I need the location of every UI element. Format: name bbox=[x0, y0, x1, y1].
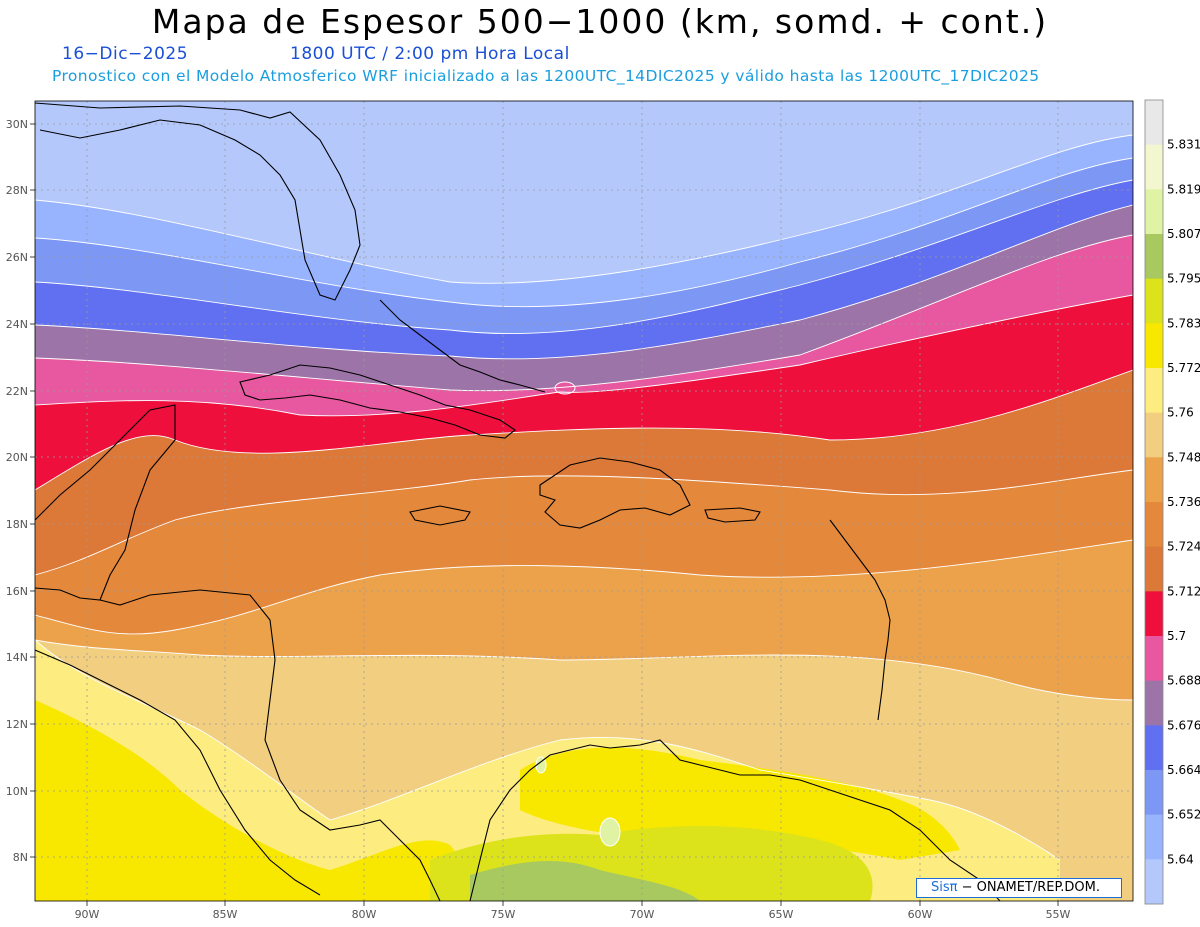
lat-label: 30N bbox=[6, 118, 28, 131]
colorbar: 5.831 5.819 5.807 5.795 5.783 5.772 5.76 5.748 5… bbox=[1144, 99, 1200, 905]
lon-label: 75W bbox=[491, 908, 516, 921]
lon-label: 80W bbox=[352, 908, 377, 921]
colorbar-swatch bbox=[1145, 502, 1163, 548]
colorbar-swatch bbox=[1145, 323, 1163, 369]
lat-label: 28N bbox=[6, 184, 28, 197]
brand-logo-text: Sisπ bbox=[931, 880, 958, 895]
lon-label: 85W bbox=[213, 908, 238, 921]
colorbar-swatch bbox=[1145, 725, 1163, 771]
colorbar-level-label: 5.712 bbox=[1167, 584, 1200, 598]
colorbar-level-label: 5.664 bbox=[1167, 763, 1200, 777]
colorbar-swatch bbox=[1145, 412, 1163, 458]
credit-box: Sisπ − ONAMET/REP.DOM. bbox=[916, 878, 1122, 898]
lat-label: 20N bbox=[6, 451, 28, 464]
lat-label: 14N bbox=[6, 651, 28, 664]
axis-labels: 90W 85W 80W 75W 70W 65W 60W 55W 30N 28N 26N 24N 22N 2… bbox=[6, 118, 1071, 921]
forecast-time: 1800 UTC / 2:00 pm Hora Local bbox=[290, 44, 570, 64]
central-america-coast bbox=[99, 589, 441, 901]
filled-contours bbox=[35, 101, 1133, 901]
lon-label: 70W bbox=[630, 908, 655, 921]
lat-label: 12N bbox=[6, 718, 28, 731]
lesser-antilles bbox=[829, 519, 891, 721]
jamaica bbox=[409, 505, 471, 526]
forecast-description: Pronostico con el Modelo Atmosferico WRF… bbox=[52, 67, 1040, 85]
lat-label: 26N bbox=[6, 251, 28, 264]
colorbar-level-label: 5.795 bbox=[1167, 272, 1200, 286]
colorbar-level-label: 5.748 bbox=[1167, 450, 1200, 464]
forecast-date: 16−Dic−2025 bbox=[62, 44, 189, 64]
colorbar-level-label: 5.783 bbox=[1167, 316, 1200, 330]
colorbar-swatch bbox=[1145, 100, 1163, 146]
florida-coast bbox=[35, 102, 361, 301]
colorbar-swatch bbox=[1145, 144, 1163, 190]
colorbar-level-label: 5.831 bbox=[1167, 138, 1200, 152]
colorbar-level-label: 5.807 bbox=[1167, 227, 1200, 241]
colorbar-swatch bbox=[1145, 457, 1163, 503]
puerto-rico bbox=[704, 507, 761, 523]
south-america-coast bbox=[469, 739, 1001, 901]
plot-frame bbox=[34, 100, 1134, 902]
colorbar-level-label: 5.652 bbox=[1167, 808, 1200, 822]
colorbar-level-label: 5.676 bbox=[1167, 718, 1200, 732]
contour-lines bbox=[35, 134, 1133, 861]
colorbar-swatch bbox=[1145, 814, 1163, 860]
colorbar-swatch bbox=[1145, 368, 1163, 414]
lat-label: 10N bbox=[6, 785, 28, 798]
colorbar-swatch bbox=[1145, 680, 1163, 726]
colorbar-level-label: 5.724 bbox=[1167, 540, 1200, 554]
bahamas bbox=[379, 299, 546, 393]
lon-label: 55W bbox=[1046, 908, 1071, 921]
colorbar-level-label: 5.736 bbox=[1167, 495, 1200, 509]
map-title: Mapa de Espesor 500−1000 (km, somd. + co… bbox=[151, 2, 1049, 41]
band-5.831 bbox=[599, 817, 621, 847]
colorbar-level-label: 5.76 bbox=[1167, 406, 1194, 420]
colorbar-level-label: 5.819 bbox=[1167, 182, 1200, 196]
band-5.795 bbox=[35, 700, 480, 901]
colorbar-swatch bbox=[1145, 234, 1163, 280]
graticule bbox=[35, 101, 1133, 901]
lon-label: 60W bbox=[908, 908, 933, 921]
colorbar-level-label: 5.772 bbox=[1167, 361, 1200, 375]
colorbar-swatch bbox=[1145, 591, 1163, 637]
lat-label: 22N bbox=[6, 385, 28, 398]
lon-label: 90W bbox=[75, 908, 100, 921]
colorbar-level-label: 5.64 bbox=[1167, 852, 1194, 866]
colorbar-level-label: 5.688 bbox=[1167, 674, 1200, 688]
hispaniola bbox=[539, 457, 691, 529]
lat-label: 24N bbox=[6, 318, 28, 331]
lat-label: 18N bbox=[6, 518, 28, 531]
colorbar-level-label: 5.7 bbox=[1167, 629, 1186, 643]
yucatan bbox=[35, 404, 176, 601]
colorbar-swatch bbox=[1145, 278, 1163, 324]
lon-label: 65W bbox=[769, 908, 794, 921]
cuba bbox=[239, 364, 516, 439]
band-5.819 bbox=[470, 860, 700, 901]
coastlines bbox=[35, 102, 1001, 901]
credit-text: − ONAMET/REP.DOM. bbox=[957, 880, 1101, 895]
colorbar-swatch bbox=[1145, 636, 1163, 682]
lat-label: 8N bbox=[13, 851, 28, 864]
colorbar-swatch bbox=[1145, 859, 1163, 905]
lat-label: 16N bbox=[6, 585, 28, 598]
pacific-coast bbox=[35, 649, 321, 896]
colorbar-swatch bbox=[1145, 546, 1163, 592]
colorbar-swatch bbox=[1145, 189, 1163, 235]
colorbar-swatch bbox=[1145, 770, 1163, 816]
